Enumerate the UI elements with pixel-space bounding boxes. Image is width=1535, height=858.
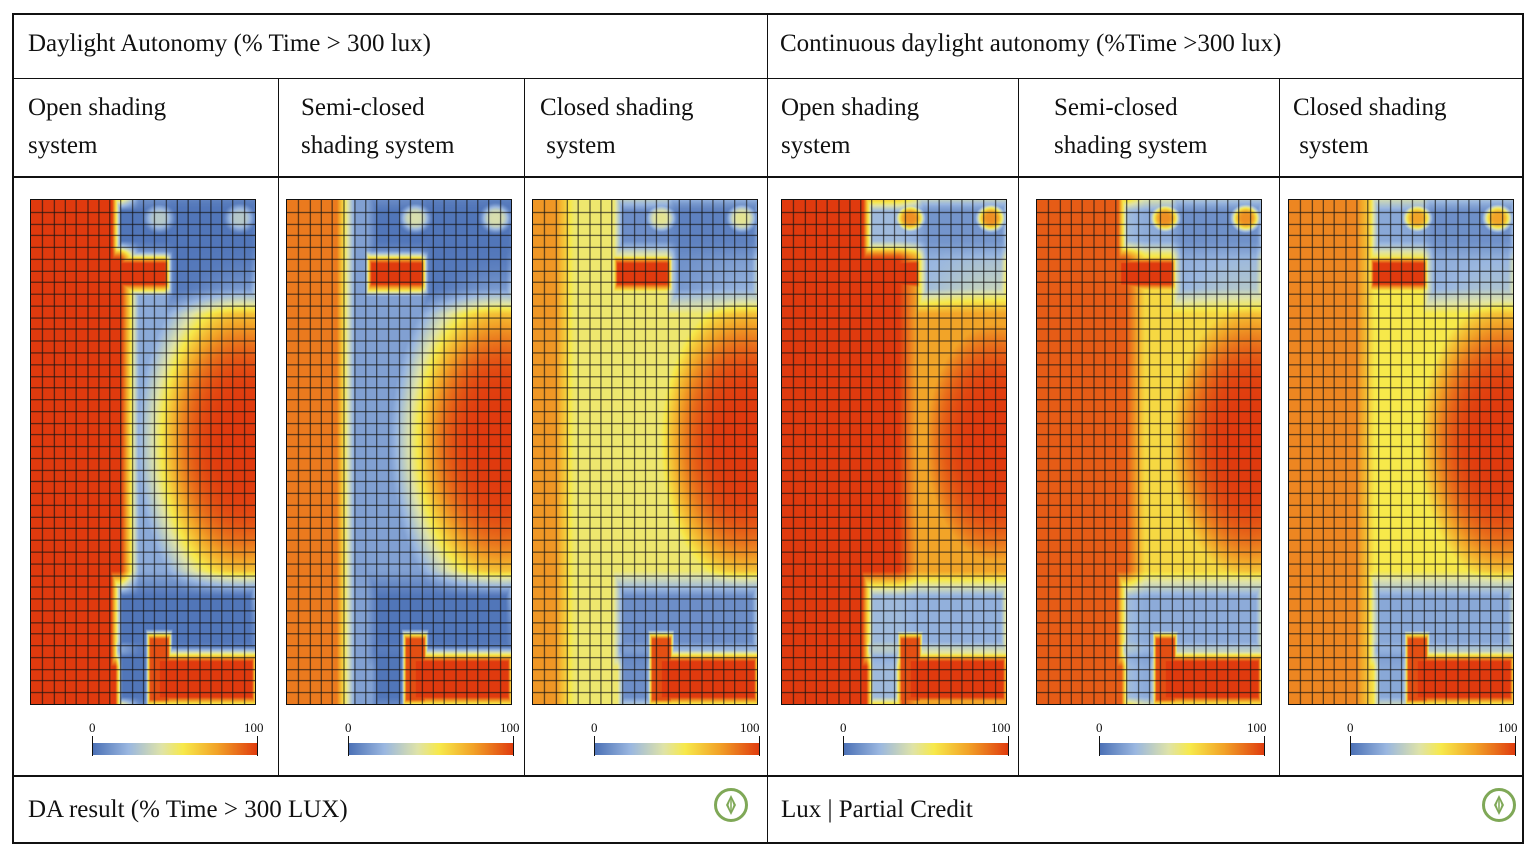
col-4-line2: system (781, 132, 851, 159)
col-1-line1: Open shading (28, 94, 167, 121)
col-6-line1: Closed shading (1293, 94, 1447, 121)
legend-min-label: 0 (1096, 720, 1103, 735)
legend-tick-max (759, 736, 760, 756)
table-border-bottom (12, 842, 1524, 844)
legend-min-label: 0 (89, 720, 96, 735)
legend-da-semi-closed: 0 100 (345, 720, 520, 762)
legend-tick-min (348, 736, 349, 756)
heatmap-da-open (30, 199, 256, 705)
col-3-line2: system (540, 132, 616, 159)
legend-tick-min (1350, 736, 1351, 756)
legend-min-label: 0 (840, 720, 847, 735)
legend-min-label: 0 (591, 720, 598, 735)
heatmap-da-closed (532, 199, 758, 705)
legend-max-label: 100 (740, 720, 760, 735)
legend-tick-max (257, 736, 258, 756)
legend-tick-max (1008, 736, 1009, 756)
col-4-line1: Open shading (781, 94, 920, 121)
legend-max-label: 100 (1498, 720, 1518, 735)
legend-cda-open: 0 100 (840, 720, 1011, 762)
heatmap-cda-open (781, 199, 1007, 705)
north-arrow-glyph (1494, 795, 1504, 815)
heatmap-da-semi-closed (286, 199, 512, 705)
legend-color-bar (594, 743, 760, 755)
legend-tick-max (513, 736, 514, 756)
row-divider-3 (12, 775, 1524, 777)
legend-color-bar (92, 743, 258, 755)
legend-color-bar (1350, 743, 1516, 755)
legend-da-open: 0 100 (89, 720, 264, 762)
north-arrow-icon (1482, 788, 1516, 822)
table-border-top (12, 13, 1524, 15)
col-divider-2 (524, 79, 525, 776)
da-result-label: DA result (% Time > 300 LUX) (28, 796, 348, 823)
col-6-line2: system (1293, 132, 1369, 159)
legend-max-label: 100 (1247, 720, 1267, 735)
legend-min-label: 0 (1347, 720, 1354, 735)
results-table (12, 13, 1524, 844)
legend-color-bar (1099, 743, 1265, 755)
row-divider-1 (12, 78, 1524, 79)
legend-max-label: 100 (991, 720, 1011, 735)
legend-min-label: 0 (345, 720, 352, 735)
col-divider-4 (1018, 79, 1019, 776)
col-5-line1: Semi-closed (1054, 94, 1178, 121)
north-arrow-icon (714, 788, 748, 822)
legend-max-label: 100 (500, 720, 520, 735)
table-border-left (12, 13, 14, 844)
legend-tick-min (594, 736, 595, 756)
legend-cda-closed: 0 100 (1347, 720, 1518, 762)
heatmap-cda-semi-closed (1036, 199, 1262, 705)
col-1-line2: system (28, 132, 98, 159)
legend-tick-min (1099, 736, 1100, 756)
cda-title: Continuous daylight autonomy (%Time >300… (780, 30, 1282, 57)
section-divider (767, 13, 768, 844)
col-2-line1: Semi-closed (301, 94, 425, 121)
da-title: Daylight Autonomy (% Time > 300 lux) (28, 30, 432, 57)
legend-tick-max (1264, 736, 1265, 756)
legend-cda-semi-closed: 0 100 (1096, 720, 1267, 762)
col-divider-5 (1279, 79, 1280, 776)
col-5-line2: shading system (1054, 132, 1208, 159)
legend-color-bar (348, 743, 514, 755)
row-divider-2 (12, 176, 1524, 178)
table-border-right (1522, 13, 1524, 844)
cda-result-label: Lux | Partial Credit (781, 796, 973, 823)
north-arrow-glyph (726, 795, 736, 815)
legend-da-closed: 0 100 (591, 720, 760, 762)
legend-tick-max (1515, 736, 1516, 756)
legend-tick-min (92, 736, 93, 756)
col-2-line2: shading system (301, 132, 455, 159)
col-3-line1: Closed shading (540, 94, 694, 121)
heatmap-cda-closed (1288, 199, 1514, 705)
legend-tick-min (843, 736, 844, 756)
col-divider-1 (278, 79, 279, 776)
legend-max-label: 100 (244, 720, 264, 735)
legend-color-bar (843, 743, 1009, 755)
